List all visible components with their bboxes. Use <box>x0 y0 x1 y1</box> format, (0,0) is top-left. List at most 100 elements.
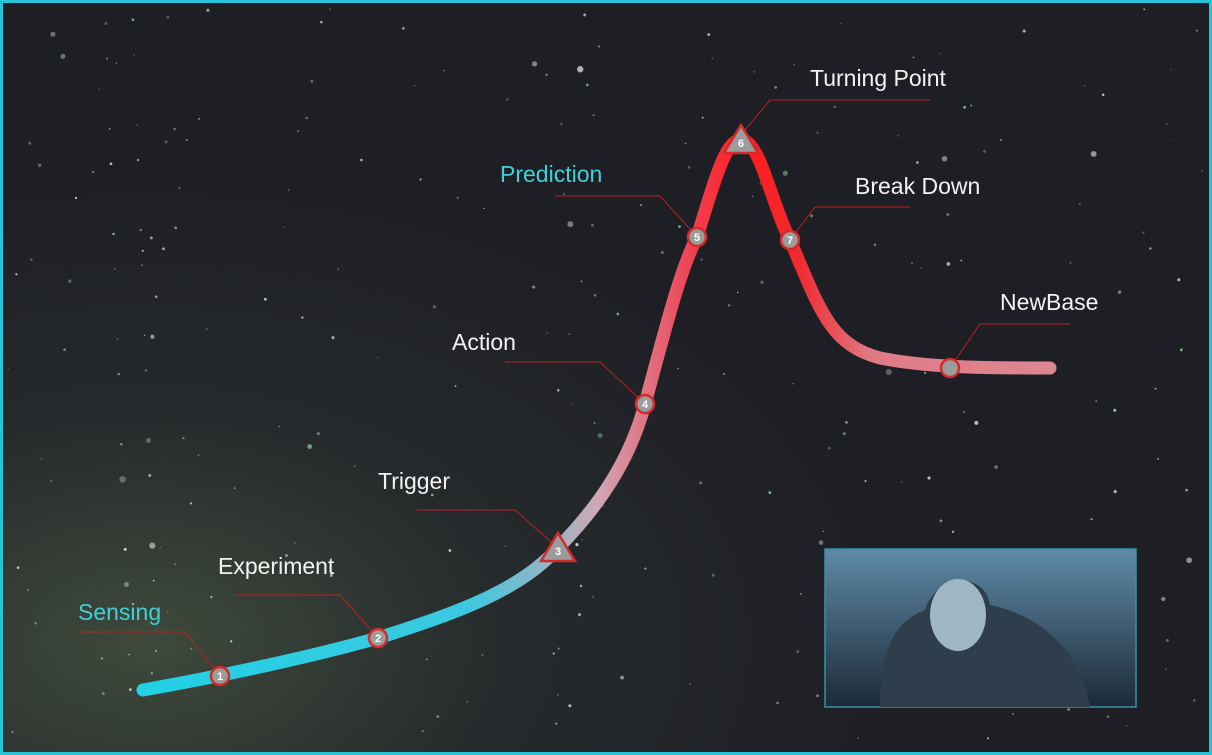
star <box>28 142 31 145</box>
star <box>102 692 105 695</box>
star <box>952 531 954 533</box>
star <box>337 268 339 270</box>
star <box>911 262 913 264</box>
star <box>761 281 764 284</box>
star <box>886 369 892 375</box>
star <box>197 454 199 456</box>
star <box>1091 518 1093 520</box>
star <box>983 150 986 153</box>
star <box>431 494 434 497</box>
star <box>354 465 356 467</box>
star <box>702 117 704 119</box>
star <box>816 694 819 697</box>
star <box>38 164 41 167</box>
star <box>1143 8 1145 10</box>
star <box>774 86 777 89</box>
star <box>1102 93 1105 96</box>
star <box>17 566 20 569</box>
star <box>206 329 207 330</box>
star <box>571 404 572 405</box>
star <box>1107 715 1110 718</box>
star <box>594 422 596 424</box>
star <box>707 33 710 36</box>
star <box>146 438 151 443</box>
star <box>278 426 279 427</box>
star <box>190 647 192 649</box>
slide: Sensing Experiment Trigger Action Predic… <box>0 0 1212 755</box>
star <box>563 193 565 195</box>
star <box>840 23 841 24</box>
star <box>234 487 235 488</box>
star <box>723 373 725 375</box>
star <box>916 161 919 164</box>
star <box>422 730 424 732</box>
star <box>133 54 135 56</box>
star <box>874 244 876 246</box>
star <box>140 229 142 231</box>
star <box>174 564 175 565</box>
star <box>167 612 168 613</box>
star <box>99 88 100 89</box>
star <box>206 9 209 12</box>
star <box>591 224 594 227</box>
star <box>320 21 323 24</box>
star <box>712 574 715 577</box>
star <box>1161 597 1165 601</box>
star <box>796 650 799 653</box>
star <box>640 204 642 206</box>
node-label: Experiment <box>218 553 335 579</box>
star <box>819 540 824 545</box>
star <box>1142 231 1145 234</box>
star <box>1201 170 1203 172</box>
star <box>901 481 902 482</box>
star <box>942 156 948 162</box>
star <box>678 368 679 369</box>
star <box>110 162 113 165</box>
star <box>898 135 899 136</box>
star <box>443 70 444 71</box>
star <box>970 105 972 107</box>
star <box>449 549 452 552</box>
star <box>1023 30 1026 33</box>
star <box>317 432 320 435</box>
star <box>1166 639 1169 642</box>
star <box>754 71 755 72</box>
star <box>433 305 436 308</box>
star <box>124 548 127 551</box>
marker-number: 2 <box>375 633 381 645</box>
star <box>144 335 145 336</box>
star <box>117 338 118 339</box>
star <box>557 694 558 695</box>
star <box>843 432 846 435</box>
star <box>598 45 600 47</box>
star <box>331 336 334 339</box>
star <box>377 357 378 358</box>
star <box>793 64 795 66</box>
star <box>1000 139 1002 141</box>
marker-number: 5 <box>694 232 700 244</box>
star <box>112 233 115 236</box>
star <box>50 480 52 482</box>
star <box>63 348 66 351</box>
star <box>426 659 428 661</box>
star <box>310 80 313 83</box>
star <box>190 502 192 504</box>
star <box>151 672 153 674</box>
star <box>816 132 818 134</box>
star <box>768 491 771 494</box>
star <box>402 27 405 30</box>
star <box>179 187 181 189</box>
star <box>1118 290 1122 294</box>
star <box>752 196 754 198</box>
star <box>924 372 926 374</box>
star <box>568 704 571 707</box>
star <box>186 139 188 141</box>
star <box>457 197 459 199</box>
star <box>776 702 778 704</box>
star <box>1177 278 1180 281</box>
star <box>466 700 468 702</box>
star <box>1114 490 1117 493</box>
star <box>148 474 151 477</box>
star <box>568 333 569 334</box>
star <box>481 654 484 657</box>
